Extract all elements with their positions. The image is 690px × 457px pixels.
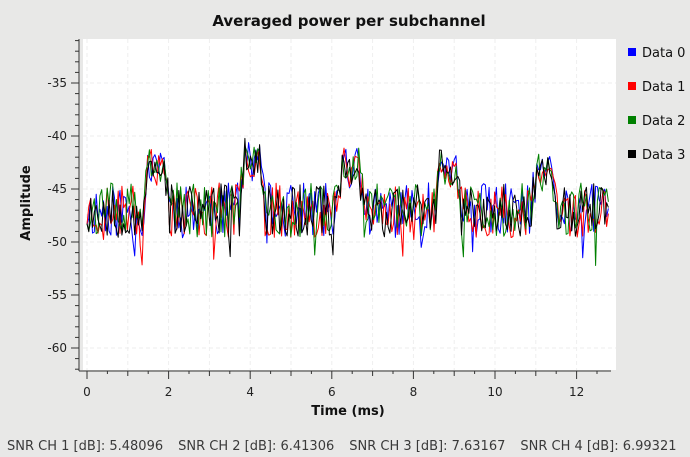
status-bar: SNR CH 1 [dB]: 5.48096 SNR CH 2 [dB]: 6.… — [0, 436, 690, 457]
y-tick-label: -55 — [47, 288, 67, 302]
legend-label: Data 1 — [642, 80, 685, 95]
legend-swatch — [628, 48, 636, 56]
y-tick-label: -40 — [47, 129, 67, 143]
x-tick-label: 0 — [83, 385, 91, 399]
y-tick-label: -45 — [47, 182, 67, 196]
snr-ch3-readout: SNR CH 3 [dB]: 7.63167 — [349, 439, 506, 454]
legend[interactable]: Data 0 Data 1 Data 2 Data 3 — [628, 46, 685, 163]
chart-title: Averaged power per subchannel — [212, 12, 485, 30]
power-plot[interactable]: 0 2 4 6 8 10 12 -35 -40 -45 -50 -55 -60 Averaged pow… — [0, 0, 690, 436]
legend-item-3[interactable]: Data 3 — [628, 148, 685, 163]
x-tick-label: 4 — [246, 385, 254, 399]
legend-item-1[interactable]: Data 1 — [628, 80, 685, 95]
y-tick-label: -50 — [47, 235, 67, 249]
x-tick-label: 12 — [569, 385, 584, 399]
y-axis-label: Amplitude — [19, 165, 34, 241]
x-tick-label: 2 — [165, 385, 173, 399]
x-tick-label: 6 — [328, 385, 336, 399]
grid-lines — [83, 39, 616, 370]
legend-label: Data 0 — [642, 46, 685, 61]
series-lines — [86, 137, 609, 266]
snr-ch4-readout: SNR CH 4 [dB]: 6.99321 — [520, 439, 677, 454]
snr-ch2-readout: SNR CH 2 [dB]: 6.41306 — [178, 439, 335, 454]
legend-swatch — [628, 82, 636, 90]
x-axis-label: Time (ms) — [311, 404, 384, 419]
series-line-3 — [86, 137, 609, 258]
legend-label: Data 2 — [642, 114, 685, 129]
legend-label: Data 3 — [642, 148, 685, 163]
legend-item-2[interactable]: Data 2 — [628, 114, 685, 129]
x-tick-label: 8 — [410, 385, 418, 399]
snr-ch1-readout: SNR CH 1 [dB]: 5.48096 — [7, 439, 164, 454]
y-tick-label: -60 — [47, 341, 67, 355]
y-tick-label: -35 — [47, 76, 67, 90]
axis-ticks: 0 2 4 6 8 10 12 -35 -40 -45 -50 -55 -60 — [47, 40, 598, 399]
legend-swatch — [628, 116, 636, 124]
x-tick-label: 10 — [487, 385, 502, 399]
legend-swatch — [628, 150, 636, 158]
legend-item-0[interactable]: Data 0 — [628, 46, 685, 61]
